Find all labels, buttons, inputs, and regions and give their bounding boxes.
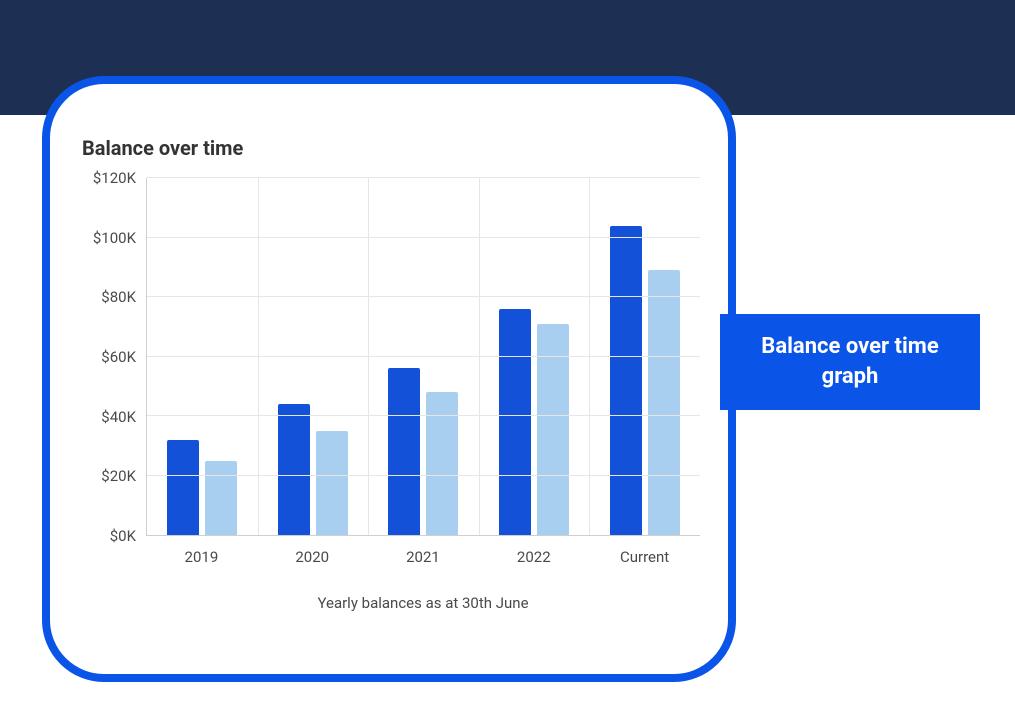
chart-plot-area: $0K$20K$40K$60K$80K$100K$120K [78, 178, 700, 536]
bar-primary [610, 226, 642, 535]
bar-group [258, 178, 369, 535]
bar-secondary [426, 392, 458, 535]
h-gridline [147, 296, 700, 297]
y-tick-label: $60K [101, 348, 136, 366]
v-gridline [258, 178, 259, 535]
x-axis: 2019202020212022Current [146, 536, 700, 566]
bar-secondary [316, 431, 348, 535]
x-tick-label: 2019 [146, 536, 257, 566]
bar-primary [388, 368, 420, 535]
v-gridline [368, 178, 369, 535]
h-gridline [147, 356, 700, 357]
bar-group [589, 178, 700, 535]
y-tick-label: $120K [93, 169, 136, 187]
x-tick-label: 2022 [478, 536, 589, 566]
v-gridline [589, 178, 590, 535]
y-axis: $0K$20K$40K$60K$80K$100K$120K [78, 178, 146, 536]
bar-group [147, 178, 258, 535]
bar-primary [499, 309, 531, 535]
h-gridline [147, 177, 700, 178]
chart-title: Balance over time [82, 136, 700, 160]
x-tick-label: Current [589, 536, 700, 566]
chart-grid [146, 178, 700, 536]
y-tick-label: $80K [101, 288, 136, 306]
h-gridline [147, 237, 700, 238]
bar-group [479, 178, 590, 535]
bar-group [368, 178, 479, 535]
y-tick-label: $0K [110, 527, 136, 545]
page: Balance over time $0K $20K $40K $60K $80K $10… [0, 0, 1015, 703]
h-gridline [147, 475, 700, 476]
x-tick-label: 2020 [257, 536, 368, 566]
y-tick-label: $20K [101, 467, 136, 485]
h-gridline [147, 415, 700, 416]
bar-secondary [648, 270, 680, 535]
v-gridline [479, 178, 480, 535]
bar-secondary [205, 461, 237, 535]
balance-chart-card: Balance over time $0K $20K $40K $60K $80K $10… [42, 76, 736, 682]
bar-primary [167, 440, 199, 535]
x-tick-label: 2021 [368, 536, 479, 566]
y-tick-label: $100K [93, 229, 136, 247]
annotation-label: Balance over time graph [720, 314, 980, 410]
bars-layer [147, 178, 700, 535]
bar-primary [278, 404, 310, 535]
x-axis-title: Yearly balances as at 30th June [146, 594, 700, 612]
y-tick-label: $40K [101, 408, 136, 426]
